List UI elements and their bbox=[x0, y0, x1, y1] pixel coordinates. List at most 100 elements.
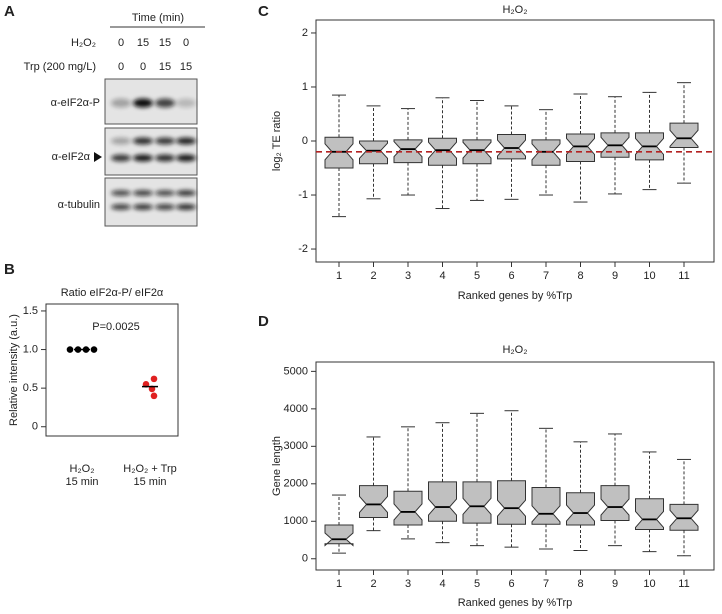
blot-band bbox=[133, 204, 153, 210]
x-tick-label: 10 bbox=[643, 270, 655, 282]
box bbox=[497, 134, 526, 160]
row-label: α-tubulin bbox=[58, 199, 100, 211]
y-tick-label: 1.5 bbox=[23, 305, 38, 317]
box bbox=[393, 490, 423, 526]
condition-value: 0 bbox=[183, 37, 189, 49]
blot-band bbox=[176, 204, 196, 210]
y-tick-label: 1 bbox=[302, 81, 308, 93]
y-tick-label: 2 bbox=[302, 27, 308, 39]
box bbox=[566, 492, 595, 526]
condition-value: 15 bbox=[159, 61, 171, 73]
blot-band bbox=[155, 154, 175, 162]
blot-band bbox=[176, 190, 196, 196]
x-axis-label: Ranked genes by %Trp bbox=[458, 290, 573, 302]
x-tick-label: 5 bbox=[474, 270, 480, 282]
x-tick-label: 15 min bbox=[133, 476, 166, 488]
blot-images bbox=[104, 78, 198, 227]
y-tick-label: 0 bbox=[302, 135, 308, 147]
row-label: α-eIF2α-P bbox=[51, 97, 100, 109]
blot-background bbox=[104, 177, 198, 227]
data-point bbox=[150, 392, 158, 400]
x-tick-label: H₂O₂ + Trp bbox=[123, 463, 176, 475]
x-tick-label: 1 bbox=[336, 578, 342, 590]
y-tick-label: 3000 bbox=[284, 440, 308, 452]
box bbox=[566, 133, 595, 163]
condition-value: 0 bbox=[118, 61, 124, 73]
box bbox=[669, 503, 699, 531]
x-tick-label: 6 bbox=[508, 578, 514, 590]
blot-band bbox=[155, 204, 175, 210]
condition-label: H₂O₂ bbox=[71, 37, 96, 49]
box bbox=[324, 524, 354, 547]
blot-background bbox=[104, 127, 198, 176]
blot-band bbox=[111, 190, 131, 196]
blot-band bbox=[111, 98, 131, 108]
box bbox=[428, 481, 457, 522]
y-axis-label: Relative intensity (a.u.) bbox=[8, 314, 20, 426]
blot-band bbox=[111, 137, 131, 145]
x-tick-label: 10 bbox=[643, 578, 655, 590]
x-tick-label: 3 bbox=[405, 270, 411, 282]
blot-band bbox=[133, 190, 153, 196]
y-tick-label: 4000 bbox=[284, 403, 308, 415]
x-axis-label: Ranked genes by %Trp bbox=[458, 597, 573, 609]
blot-band bbox=[111, 154, 131, 162]
plot-frame bbox=[45, 303, 179, 437]
condition-value: 15 bbox=[180, 61, 192, 73]
box bbox=[635, 498, 664, 531]
x-tick-label: 2 bbox=[370, 578, 376, 590]
chart-title: H₂O₂ bbox=[502, 4, 527, 16]
x-tick-label: 9 bbox=[612, 270, 618, 282]
blot-band bbox=[176, 154, 196, 162]
panel-label: A bbox=[4, 3, 15, 20]
y-tick-label: 2000 bbox=[284, 478, 308, 490]
y-axis-label: log₂ TE ratio bbox=[271, 111, 283, 171]
condition-value: 15 bbox=[159, 37, 171, 49]
box bbox=[462, 481, 492, 524]
chart-title: H₂O₂ bbox=[502, 344, 527, 356]
blot-band bbox=[133, 137, 153, 145]
data-point bbox=[90, 346, 98, 353]
y-tick-label: 0 bbox=[32, 421, 38, 433]
blot-header: Time (min) bbox=[132, 12, 184, 24]
x-tick-label: 9 bbox=[612, 578, 618, 590]
blot-band bbox=[155, 190, 175, 196]
box bbox=[669, 122, 699, 148]
panel-label: D bbox=[258, 313, 269, 330]
y-axis-label: Gene length bbox=[271, 436, 283, 496]
y-tick-label: 0 bbox=[302, 553, 308, 565]
annotation: P=0.0025 bbox=[92, 321, 139, 333]
x-tick-label: 4 bbox=[439, 578, 445, 590]
x-tick-label: 4 bbox=[439, 270, 445, 282]
y-tick-label: 0.5 bbox=[23, 382, 38, 394]
panel-label: B bbox=[4, 261, 15, 278]
x-tick-label: 15 min bbox=[65, 476, 98, 488]
condition-value: 0 bbox=[118, 37, 124, 49]
y-tick-label: 1000 bbox=[284, 515, 308, 527]
blot-band bbox=[155, 98, 175, 108]
chart-title: Ratio eIF2α-P/ eIF2α bbox=[61, 287, 164, 299]
y-tick-label: -1 bbox=[298, 189, 308, 201]
panel-label: C bbox=[258, 3, 269, 20]
condition-value: 0 bbox=[140, 61, 146, 73]
plot-frame bbox=[315, 361, 715, 571]
data-point bbox=[66, 346, 74, 353]
box bbox=[531, 487, 561, 525]
x-tick-label: 7 bbox=[543, 270, 549, 282]
y-tick-label: 1.0 bbox=[23, 343, 38, 355]
condition-value: 15 bbox=[137, 37, 149, 49]
row-label: α-eIF2α bbox=[52, 151, 91, 163]
box bbox=[359, 485, 388, 519]
blot-band bbox=[176, 137, 196, 145]
box bbox=[428, 137, 457, 166]
box bbox=[497, 480, 526, 525]
x-tick-label: 1 bbox=[336, 270, 342, 282]
x-tick-label: 3 bbox=[405, 578, 411, 590]
y-tick-label: 5000 bbox=[284, 365, 308, 377]
x-tick-label: 8 bbox=[577, 578, 583, 590]
x-tick-label: 11 bbox=[678, 578, 689, 590]
blot-band bbox=[111, 204, 131, 210]
x-tick-label: 5 bbox=[474, 578, 480, 590]
